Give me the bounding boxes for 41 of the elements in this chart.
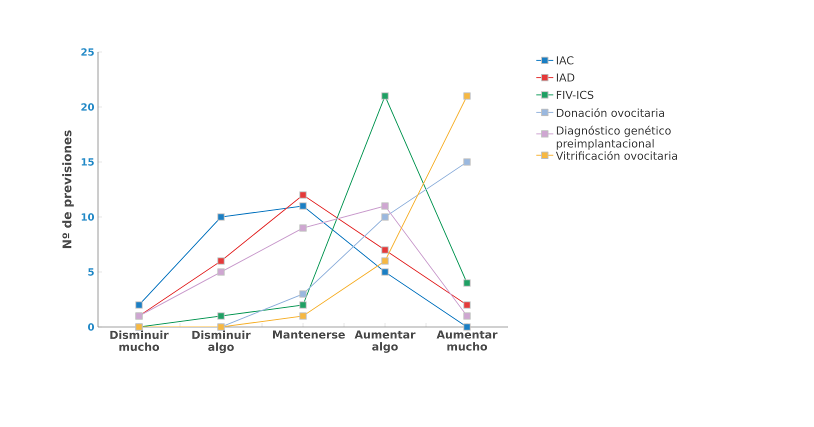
point (299, 191, 307, 199)
point (463, 301, 471, 309)
point (381, 268, 389, 276)
point (135, 301, 143, 309)
point (381, 202, 389, 210)
point (299, 224, 307, 232)
point (463, 279, 471, 287)
point (217, 257, 225, 265)
y-tick-label: 10 (82, 213, 94, 221)
point (217, 312, 225, 320)
legend-label: IAC (556, 56, 574, 64)
point (381, 246, 389, 254)
x-tick-label: Disminuir algo (192, 330, 251, 354)
point (217, 213, 225, 221)
legend-label: Diagnóstico genético preimplantacional (556, 126, 671, 150)
point (299, 301, 307, 309)
point (381, 213, 389, 221)
point (217, 268, 225, 276)
y-axis-title: Nº de previsiones (62, 130, 74, 248)
y-tick-label: 5 (88, 268, 94, 276)
x-tick-label: Mantenerse (273, 330, 345, 339)
x-tick-label: Aumentar algo (354, 330, 416, 353)
y-tick-label: 20 (81, 103, 94, 111)
point (381, 92, 389, 100)
point (299, 312, 307, 320)
y-tick-label: 15 (82, 158, 94, 166)
legend-label: FIV-ICS (556, 90, 594, 100)
point (299, 202, 307, 210)
point (463, 312, 471, 320)
y-tick-label: 0 (88, 323, 94, 331)
x-tick-label: Aumentar mucho (436, 330, 498, 351)
point (381, 257, 389, 265)
point (299, 290, 307, 298)
point (463, 92, 471, 100)
legend-label: Donación ovocitaria (556, 108, 664, 118)
point (463, 158, 471, 166)
y-tick-label: 25 (81, 48, 94, 56)
legend-label: IAD (556, 74, 574, 82)
x-tick-label: Disminuir mucho (110, 330, 169, 351)
legend-label: Vitrificación ovocitaria (556, 150, 678, 160)
point (463, 323, 471, 331)
